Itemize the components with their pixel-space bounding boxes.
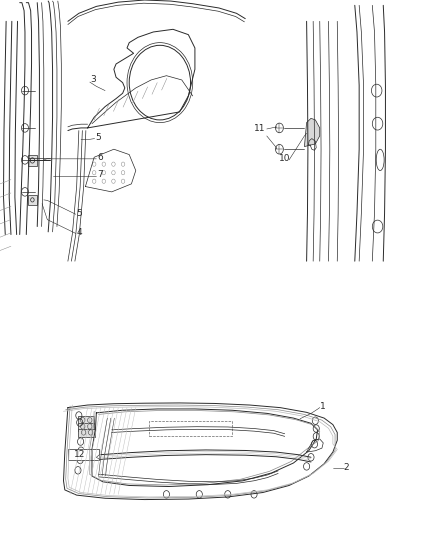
Text: 4: 4 — [77, 228, 82, 237]
Bar — [28, 155, 37, 166]
Bar — [68, 449, 99, 460]
Bar — [78, 423, 94, 431]
Text: 6: 6 — [97, 153, 103, 161]
Text: 10: 10 — [279, 155, 290, 163]
Bar — [78, 416, 94, 424]
Text: 3: 3 — [91, 76, 96, 84]
Text: 1: 1 — [320, 402, 325, 411]
Bar — [78, 429, 95, 437]
Text: 5: 5 — [77, 209, 82, 217]
Text: 2: 2 — [344, 463, 350, 472]
Bar — [149, 421, 232, 437]
Text: 5: 5 — [95, 133, 101, 142]
Text: 12: 12 — [74, 450, 85, 459]
Text: 7: 7 — [97, 171, 103, 179]
Polygon shape — [304, 118, 320, 147]
Text: 11: 11 — [254, 125, 265, 133]
Bar — [28, 195, 37, 205]
